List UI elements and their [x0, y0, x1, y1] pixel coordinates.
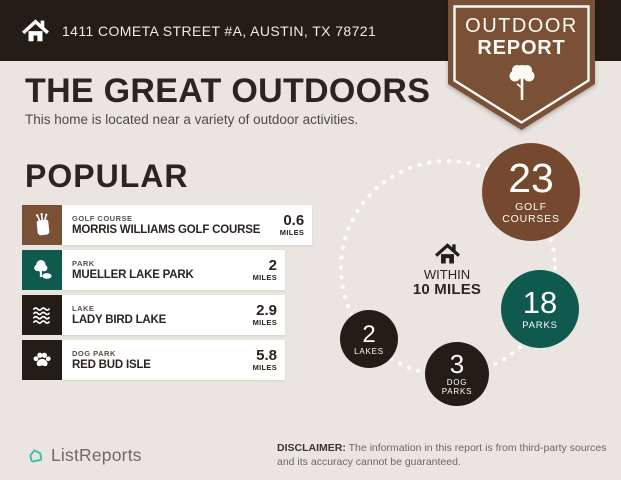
- list-item-card: DOG PARK RED BUD ISLE 5.8 MILES: [62, 340, 285, 380]
- item-category: LAKE: [72, 304, 95, 313]
- lakes-label: LAKES: [354, 346, 384, 356]
- park-tree-icon: [22, 250, 62, 290]
- parks-bubble: 18 PARKS: [501, 270, 579, 348]
- list-item-golf-course: GOLF COURSE MORRIS WILLIAMS GOLF COURSE …: [22, 205, 313, 245]
- within-miles-label: 10 MILES: [412, 281, 482, 298]
- item-category: DOG PARK: [72, 349, 116, 358]
- dog-parks-label: DOG PARKS: [441, 378, 473, 396]
- disclaimer-body: The information in this report is from t…: [277, 442, 607, 468]
- golf-courses-label: GOLF COURSES: [502, 200, 560, 226]
- list-item-dog-park: DOG PARK RED BUD ISLE 5.8 MILES: [22, 340, 285, 380]
- item-distance: 2: [268, 257, 277, 274]
- badge-title-line1: OUTDOOR: [465, 15, 578, 37]
- home-icon: [435, 243, 460, 264]
- parks-count: 18: [522, 284, 558, 320]
- list-item-card: PARK MUELLER LAKE PARK 2 MILES: [62, 250, 285, 290]
- list-item-card: GOLF COURSE MORRIS WILLIAMS GOLF COURSE …: [62, 205, 313, 245]
- page-subtitle: This home is located near a variety of o…: [25, 112, 359, 127]
- listreports-logo: ListReports: [26, 445, 142, 466]
- popular-heading: POPULAR: [25, 158, 189, 194]
- item-distance-unit: MILES: [252, 363, 277, 372]
- tree-icon: [509, 65, 534, 100]
- list-item-park: PARK MUELLER LAKE PARK 2 MILES: [22, 250, 285, 290]
- within-label: WITHIN: [423, 267, 471, 282]
- lakes-bubble: 2 LAKES: [340, 310, 398, 368]
- home-icon: [22, 19, 49, 42]
- property-address: 1411 COMETA STREET #A, AUSTIN, TX 78721: [62, 22, 377, 39]
- golf-courses-bubble: 23 GOLF COURSES: [482, 143, 580, 241]
- item-distance: 0.6: [283, 212, 305, 229]
- item-category: GOLF COURSE: [72, 214, 133, 223]
- item-name: LADY BIRD LAKE: [72, 314, 167, 326]
- item-distance: 2.9: [256, 302, 277, 319]
- paw-icon: [22, 340, 62, 380]
- item-name: MUELLER LAKE PARK: [72, 269, 194, 281]
- badge-content: OUTDOOR REPORT: [448, 0, 595, 132]
- popular-list: GOLF COURSE MORRIS WILLIAMS GOLF COURSE …: [22, 205, 313, 385]
- water-waves-icon: [22, 295, 62, 335]
- item-distance-unit: MILES: [252, 273, 277, 282]
- lakes-count: 2: [362, 320, 376, 348]
- item-distance-unit: MILES: [252, 318, 277, 327]
- badge-title-line2: REPORT: [477, 37, 566, 59]
- dog-parks-bubble: 3 DOG PARKS: [425, 342, 489, 406]
- golf-bag-icon: [22, 205, 62, 245]
- disclaimer-label: DISCLAIMER:: [277, 442, 346, 454]
- parks-label: PARKS: [522, 319, 558, 331]
- listreports-house-icon: [29, 449, 43, 463]
- golf-courses-count: 23: [508, 154, 554, 201]
- dog-parks-count: 3: [449, 349, 465, 379]
- list-item-lake: LAKE LADY BIRD LAKE 2.9 MILES: [22, 295, 285, 335]
- item-name: RED BUD ISLE: [72, 359, 151, 371]
- list-item-card: LAKE LADY BIRD LAKE 2.9 MILES: [62, 295, 285, 335]
- brand-name: ListReports: [51, 445, 142, 465]
- item-distance-unit: MILES: [279, 228, 305, 237]
- disclaimer-text: DISCLAIMER: The information in this repo…: [277, 442, 607, 469]
- item-distance: 5.8: [256, 347, 277, 364]
- page-title: THE GREAT OUTDOORS: [25, 72, 431, 110]
- item-name: MORRIS WILLIAMS GOLF COURSE: [72, 224, 261, 236]
- item-category: PARK: [72, 259, 95, 268]
